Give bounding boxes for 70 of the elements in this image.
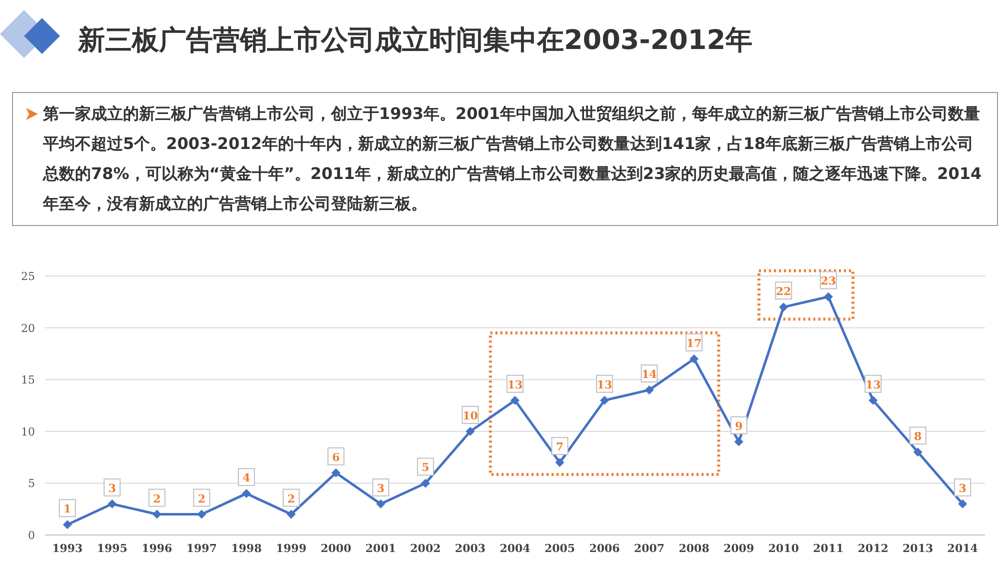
point xyxy=(331,468,340,478)
point xyxy=(108,499,117,508)
point xyxy=(242,489,251,498)
x-tick-label: 2001 xyxy=(365,542,396,555)
data-label: 14 xyxy=(642,368,658,381)
x-tick-label: 1997 xyxy=(186,542,217,555)
data-label: 2 xyxy=(153,492,161,506)
chart-subtitle: 第一家成立的新三板广告营销上市公司，创立于1993年。2001年中国加入世贸组织之前，每年成立的新三板广告营销上市公司数量平均不超过5个。2003-2012年的十年内，新成立的新三板广告营销上市公司数量达到141家，占18年底新三板广告营销上市公司总数的78%，可以称为“黄金十年”。2011年，新成立的广告营销上市公司数量达到23家的历史最高值，随之逐年迅速下降。2014年至今，没有新成立的广告营销上市公司登陆新三板。 xyxy=(43,104,982,213)
x-tick-label: 2006 xyxy=(589,542,620,555)
point xyxy=(555,458,564,467)
data-label: 9 xyxy=(734,420,743,433)
point xyxy=(690,354,699,364)
y-tick-label: 5 xyxy=(28,477,35,490)
point xyxy=(510,396,520,405)
data-label: 13 xyxy=(596,378,612,392)
x-tick-label: 1998 xyxy=(231,542,262,555)
data-label: 5 xyxy=(422,461,430,474)
point xyxy=(152,510,162,519)
x-tick-label: 2009 xyxy=(723,542,754,555)
point xyxy=(644,385,654,394)
x-tick-label: 2012 xyxy=(858,542,888,555)
x-tick-label: 2013 xyxy=(902,542,934,555)
x-tick-label: 1993 xyxy=(52,542,83,555)
x-tick-label: 2005 xyxy=(544,542,576,555)
x-tick-label: 2014 xyxy=(947,542,978,555)
point xyxy=(824,292,833,302)
point xyxy=(286,510,296,519)
y-tick-label: 25 xyxy=(21,270,35,283)
x-tick-label: 2008 xyxy=(678,542,710,555)
x-tick-label: 2004 xyxy=(500,542,531,555)
point xyxy=(958,499,968,508)
data-label: 6 xyxy=(332,450,340,464)
data-label: 2 xyxy=(287,492,296,506)
x-tick-label: 1995 xyxy=(96,542,128,555)
data-label: 17 xyxy=(686,336,702,350)
chart-title: 新三板广告营销上市公司成立时间集中在2003-2012年 xyxy=(78,24,752,58)
point xyxy=(376,499,386,508)
y-tick-label: 10 xyxy=(21,425,35,438)
y-tick-label: 15 xyxy=(21,374,35,387)
point xyxy=(913,448,922,457)
data-label: 13 xyxy=(865,378,881,392)
x-tick-label: 1996 xyxy=(142,542,173,555)
x-tick-label: 2007 xyxy=(634,542,665,555)
point xyxy=(779,302,788,312)
data-label: 2 xyxy=(198,492,206,506)
point xyxy=(868,396,878,405)
data-label: 4 xyxy=(242,472,251,485)
x-tick-label: 2011 xyxy=(813,542,844,555)
data-label: 7 xyxy=(556,440,564,454)
data-label: 23 xyxy=(820,274,836,288)
data-label: 3 xyxy=(376,482,385,495)
y-tick-label: 20 xyxy=(21,322,35,335)
x-tick-label: 2003 xyxy=(454,542,486,555)
x-tick-label: 2002 xyxy=(410,542,441,555)
point xyxy=(600,396,610,405)
point xyxy=(466,426,475,436)
x-tick-label: 2000 xyxy=(320,542,352,555)
data-label: 8 xyxy=(914,430,922,444)
y-tick-label: 0 xyxy=(28,529,35,542)
data-label: 3 xyxy=(108,482,116,495)
data-label: 3 xyxy=(958,482,966,495)
point xyxy=(62,520,72,530)
data-label: 13 xyxy=(507,378,523,392)
point xyxy=(420,478,430,488)
x-tick-label: 1999 xyxy=(276,542,307,555)
point xyxy=(734,437,744,446)
data-label: 10 xyxy=(462,409,478,422)
data-label: 22 xyxy=(776,285,792,298)
x-tick-label: 2010 xyxy=(768,542,800,555)
data-label: 1 xyxy=(64,502,72,516)
